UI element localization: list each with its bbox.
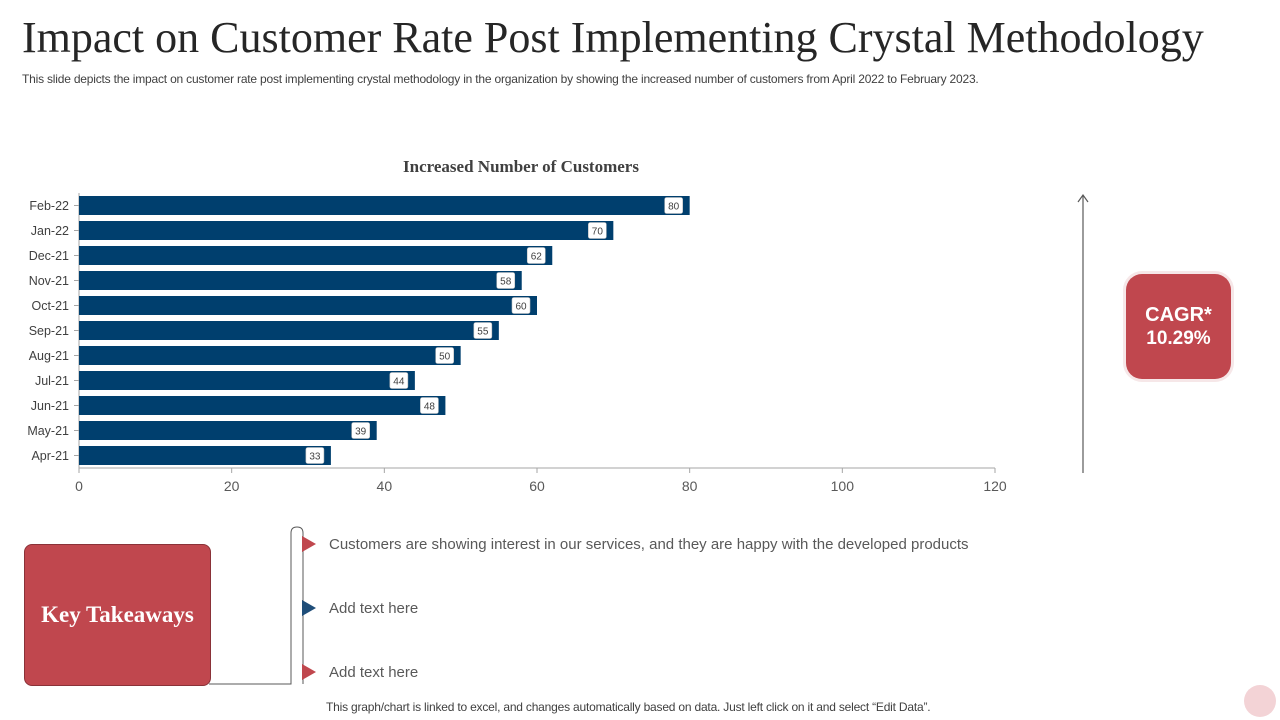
data-label: 60: [515, 301, 527, 312]
bar: [79, 421, 377, 440]
data-label: 48: [424, 401, 436, 412]
takeaway-item-3: Add text here: [302, 662, 418, 682]
y-tick-label: Jan-22: [31, 224, 69, 238]
takeaway-text-2[interactable]: Add text here: [329, 599, 419, 617]
x-tick-label: 120: [983, 478, 1007, 494]
x-tick-label: 100: [831, 478, 855, 494]
bar-chart[interactable]: Increased Number of Customers 0 20 40 60 80 10…: [0, 0, 1280, 520]
cagr-badge: CAGR* 10.29%: [1126, 274, 1231, 379]
bar: [79, 196, 690, 215]
bar: [79, 271, 522, 290]
takeaway-item-2: Add text here: [302, 598, 418, 618]
takeaways-connector: [209, 526, 304, 685]
footnote: This graph/chart is linked to excel, and…: [326, 700, 931, 714]
y-tick-label: Jul-21: [35, 374, 69, 388]
data-label: 58: [500, 276, 512, 287]
data-label: 39: [355, 426, 367, 437]
cagr-value: 10.29%: [1146, 327, 1211, 349]
data-label-box: [526, 247, 546, 264]
data-label: 44: [393, 376, 405, 387]
bar: [79, 446, 331, 465]
data-label-box: [435, 347, 454, 364]
y-tick-label: Apr-21: [31, 449, 69, 463]
takeaway-item-1: Customers are showing interest in our se…: [302, 534, 969, 554]
data-label-box: [496, 272, 516, 289]
key-takeaways-box: Key Takeaways: [24, 544, 211, 686]
bar: [79, 396, 446, 415]
data-label-box: [664, 197, 683, 214]
triangle-bullet-icon: [302, 664, 316, 680]
x-tick-label: 40: [377, 478, 393, 494]
y-tick-label: Sep-21: [29, 324, 69, 338]
y-tick-label: Aug-21: [29, 349, 69, 363]
y-tick-label: May-21: [27, 424, 69, 438]
x-tick-label: 0: [75, 478, 83, 494]
data-label-box: [351, 422, 371, 439]
data-label: 50: [439, 351, 451, 362]
y-tick-label: Dec-21: [29, 249, 69, 263]
x-tick-label: 60: [529, 478, 545, 494]
corner-decoration: [1244, 685, 1276, 717]
data-label-box: [420, 397, 439, 414]
takeaway-text-3[interactable]: Add text here: [329, 663, 419, 681]
y-tick-label: Nov-21: [29, 274, 69, 288]
takeaway-text-1[interactable]: Customers are showing interest in our se…: [329, 535, 969, 553]
data-label-box: [389, 372, 409, 389]
data-label-box: [588, 222, 607, 239]
key-takeaways-heading: Key Takeaways: [41, 602, 194, 627]
data-label: 70: [592, 226, 604, 237]
page-subtitle: This slide depicts the impact on custome…: [22, 72, 979, 86]
bar: [79, 246, 553, 265]
page-title: Impact on Customer Rate Post Implementin…: [22, 13, 1204, 62]
bar: [79, 296, 537, 315]
triangle-bullet-icon: [302, 600, 316, 616]
y-tick-label: Oct-21: [31, 299, 69, 313]
data-label-box: [473, 322, 493, 339]
data-label-box: [511, 297, 531, 314]
bar: [79, 371, 415, 390]
data-label: 33: [309, 451, 321, 462]
cagr-label: CAGR*: [1145, 303, 1212, 326]
x-tick-label: 20: [224, 478, 240, 494]
y-tick-label: Feb-22: [29, 199, 69, 213]
data-label: 80: [668, 201, 680, 212]
bar: [79, 221, 614, 240]
bar: [79, 321, 499, 340]
cagr-arrow-icon: [1077, 193, 1089, 473]
data-label-box: [305, 447, 325, 464]
y-tick-label: Jun-21: [31, 399, 69, 413]
chart-title: Increased Number of Customers: [403, 157, 639, 176]
data-label: 62: [531, 251, 543, 262]
bar: [79, 346, 461, 365]
x-tick-label: 80: [682, 478, 698, 494]
data-label: 55: [477, 326, 489, 337]
triangle-bullet-icon: [302, 536, 316, 552]
